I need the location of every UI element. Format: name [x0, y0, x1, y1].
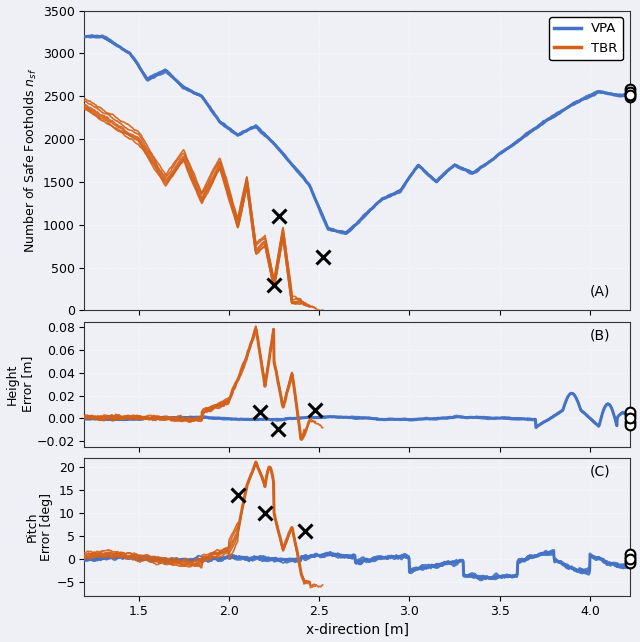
Text: (B): (B): [590, 328, 611, 342]
Text: (A): (A): [590, 284, 611, 299]
Y-axis label: Height
Error [m]: Height Error [m]: [6, 356, 33, 412]
Legend: VPA, TBR: VPA, TBR: [549, 17, 623, 60]
X-axis label: x-direction [m]: x-direction [m]: [305, 623, 408, 636]
Y-axis label: Pitch
Error [deg]: Pitch Error [deg]: [26, 493, 53, 561]
Text: (C): (C): [590, 465, 611, 479]
Y-axis label: Number of Safe Footholds $n_{sf}$: Number of Safe Footholds $n_{sf}$: [22, 68, 38, 253]
